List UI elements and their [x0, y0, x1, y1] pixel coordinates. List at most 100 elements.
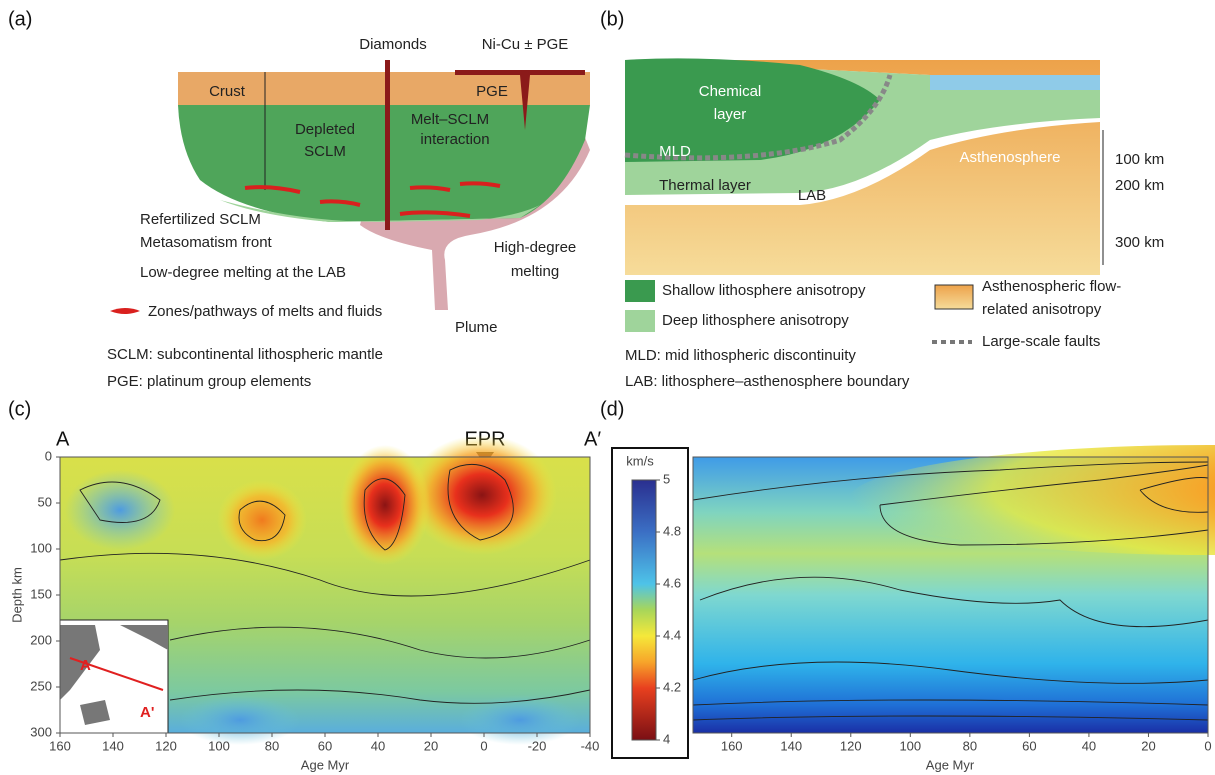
- heat-blob: [407, 435, 557, 555]
- x-tick-label: 160: [49, 738, 71, 753]
- x-tick-label: 40: [1082, 738, 1096, 753]
- label: Low-degree melting at the LAB: [140, 264, 346, 281]
- legend-melt: [110, 308, 140, 314]
- legend-label: related anisotropy: [982, 301, 1102, 318]
- label: Melt–SCLM: [411, 111, 489, 128]
- x-tick-label: -20: [528, 738, 547, 753]
- x-tick-label: 80: [265, 738, 279, 753]
- note: LAB: lithosphere–asthenosphere boundary: [625, 373, 910, 390]
- contour: [692, 461, 1209, 501]
- contour: [879, 464, 1209, 546]
- x-tick-label: 100: [899, 738, 921, 753]
- cool-blob: [65, 470, 175, 550]
- x-tick-label: 40: [371, 738, 385, 753]
- x-tick-label: 160: [721, 738, 743, 753]
- y-tick-label: 200: [30, 632, 52, 647]
- panel-label: (c): [8, 398, 31, 420]
- heat-blob: [217, 480, 307, 560]
- note: MLD: mid lithospheric discontinuity: [625, 347, 856, 364]
- contour: [692, 661, 1209, 684]
- y-tick-label: 0: [45, 448, 52, 463]
- colorbar-tick-label: 4: [663, 731, 670, 746]
- contour: [699, 576, 1209, 628]
- contour: [169, 626, 591, 659]
- y-axis-label: Depth km: [9, 567, 24, 623]
- x-tick-label: 20: [1141, 738, 1155, 753]
- melt-zone: [244, 181, 501, 218]
- label: MLD: [659, 143, 691, 160]
- legend-label: Large-scale faults: [982, 333, 1100, 350]
- label: layer: [714, 106, 747, 123]
- inset-label: A: [80, 657, 91, 674]
- legend-swatch: [625, 310, 655, 332]
- legend-label: Deep lithosphere anisotropy: [662, 312, 849, 329]
- label: Plume: [455, 319, 498, 336]
- x-tick-label: 100: [208, 738, 230, 753]
- fault: [624, 74, 893, 161]
- plot-frame: [692, 456, 1209, 734]
- x-tick-label: 20: [424, 738, 438, 753]
- panel-label: (b): [600, 8, 624, 30]
- label: Thermal layer: [659, 177, 751, 194]
- x-tick-label: 120: [155, 738, 177, 753]
- colorbar: [631, 479, 657, 741]
- label: Refertilized SCLM: [140, 211, 261, 228]
- contour: [692, 699, 1209, 721]
- label: Chemical: [699, 83, 762, 100]
- colorbar-tick-label: 4.4: [663, 627, 681, 642]
- x-tick-label: 140: [780, 738, 802, 753]
- profile-end: A′: [584, 428, 601, 450]
- x-tick-label: 60: [1022, 738, 1036, 753]
- ocean: [930, 75, 1100, 90]
- y-tick-label: 150: [30, 586, 52, 601]
- legend-label: Shallow lithosphere anisotropy: [662, 282, 866, 299]
- x-tick-label: 0: [1204, 738, 1211, 753]
- profile-line: [69, 657, 164, 691]
- contour: [79, 481, 161, 523]
- label: Ni-Cu ± PGE: [482, 36, 569, 53]
- y-tick-label: 250: [30, 678, 52, 693]
- label: High-degree: [494, 239, 577, 256]
- contour: [238, 500, 286, 542]
- x-tick-label: 80: [963, 738, 977, 753]
- lithosphere-shape: [178, 105, 590, 222]
- colorbar-tick-label: 4.6: [663, 575, 681, 590]
- contour: [363, 478, 406, 551]
- x-tick-label: 120: [840, 738, 862, 753]
- contour: [447, 463, 514, 541]
- x-tick-label: 0: [480, 738, 487, 753]
- contour: [59, 552, 591, 597]
- colorbar-tick-label: 5: [663, 471, 670, 486]
- label: Metasomatism front: [140, 234, 273, 251]
- label: Zones/pathways of melts and fluids: [148, 303, 382, 320]
- land: [60, 625, 168, 725]
- x-axis-label: Age Myr: [301, 757, 350, 772]
- legend-label: Asthenospheric flow-: [982, 278, 1121, 295]
- y-tick-label: 300: [30, 724, 52, 739]
- depth-label: 200 km: [1115, 177, 1164, 194]
- lower-lithosphere: [220, 200, 540, 222]
- label: interaction: [420, 131, 489, 148]
- colorbar-tick-label: 4.8: [663, 523, 681, 538]
- cool-blob: [460, 695, 580, 745]
- depth-label: 300 km: [1115, 234, 1164, 251]
- depth-label: 100 km: [1115, 151, 1164, 168]
- y-tick-label: 50: [38, 494, 52, 509]
- label: Asthenosphere: [960, 149, 1061, 166]
- contour: [1139, 477, 1209, 513]
- x-tick-label: 60: [318, 738, 332, 753]
- label: PGE: [476, 83, 508, 100]
- label: Diamonds: [359, 36, 427, 53]
- note: SCLM: subcontinental lithospheric mantle: [107, 346, 383, 363]
- x-tick-label: -40: [581, 738, 600, 753]
- inset-label: A': [140, 704, 154, 721]
- x-axis-label: Age Myr: [926, 757, 975, 772]
- colorbar-title: km/s: [626, 453, 654, 468]
- shallow-lithosphere: [625, 58, 880, 163]
- heatmap-c: [59, 435, 591, 745]
- contour: [169, 689, 591, 704]
- label: Depleted: [295, 121, 355, 138]
- legend-swatch: [625, 280, 655, 302]
- inset-map: A A': [59, 619, 169, 734]
